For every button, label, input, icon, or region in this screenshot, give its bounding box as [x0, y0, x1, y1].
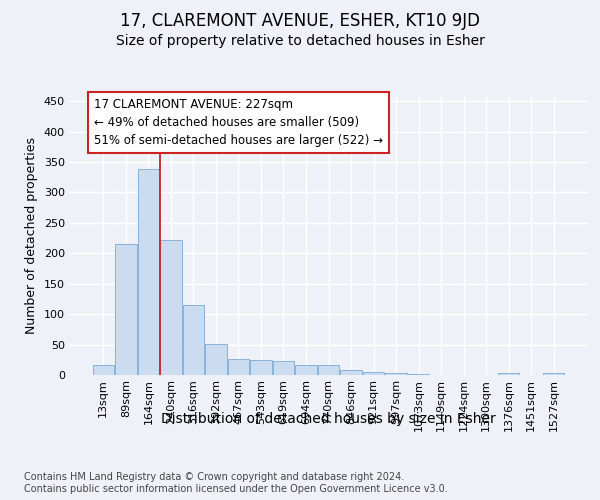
Bar — [250, 360, 272, 375]
Bar — [92, 364, 114, 375]
Bar — [182, 305, 204, 375]
Bar — [318, 366, 339, 375]
Text: Distribution of detached houses by size in Esher: Distribution of detached houses by size … — [161, 412, 496, 426]
Bar — [137, 170, 159, 375]
Bar — [228, 359, 249, 375]
Bar — [340, 370, 362, 375]
Text: 17, CLAREMONT AVENUE, ESHER, KT10 9JD: 17, CLAREMONT AVENUE, ESHER, KT10 9JD — [120, 12, 480, 30]
Bar — [363, 372, 384, 375]
Text: Size of property relative to detached houses in Esher: Size of property relative to detached ho… — [116, 34, 484, 48]
Bar — [205, 344, 227, 375]
Bar — [385, 373, 407, 375]
Bar — [160, 240, 182, 375]
Y-axis label: Number of detached properties: Number of detached properties — [25, 136, 38, 334]
Bar — [498, 373, 520, 375]
Text: Contains HM Land Registry data © Crown copyright and database right 2024.
Contai: Contains HM Land Registry data © Crown c… — [24, 472, 448, 494]
Bar — [295, 364, 317, 375]
Text: 17 CLAREMONT AVENUE: 227sqm
← 49% of detached houses are smaller (509)
51% of se: 17 CLAREMONT AVENUE: 227sqm ← 49% of det… — [94, 98, 383, 147]
Bar — [115, 244, 137, 375]
Bar — [543, 373, 565, 375]
Bar — [273, 361, 294, 375]
Bar — [408, 374, 429, 375]
